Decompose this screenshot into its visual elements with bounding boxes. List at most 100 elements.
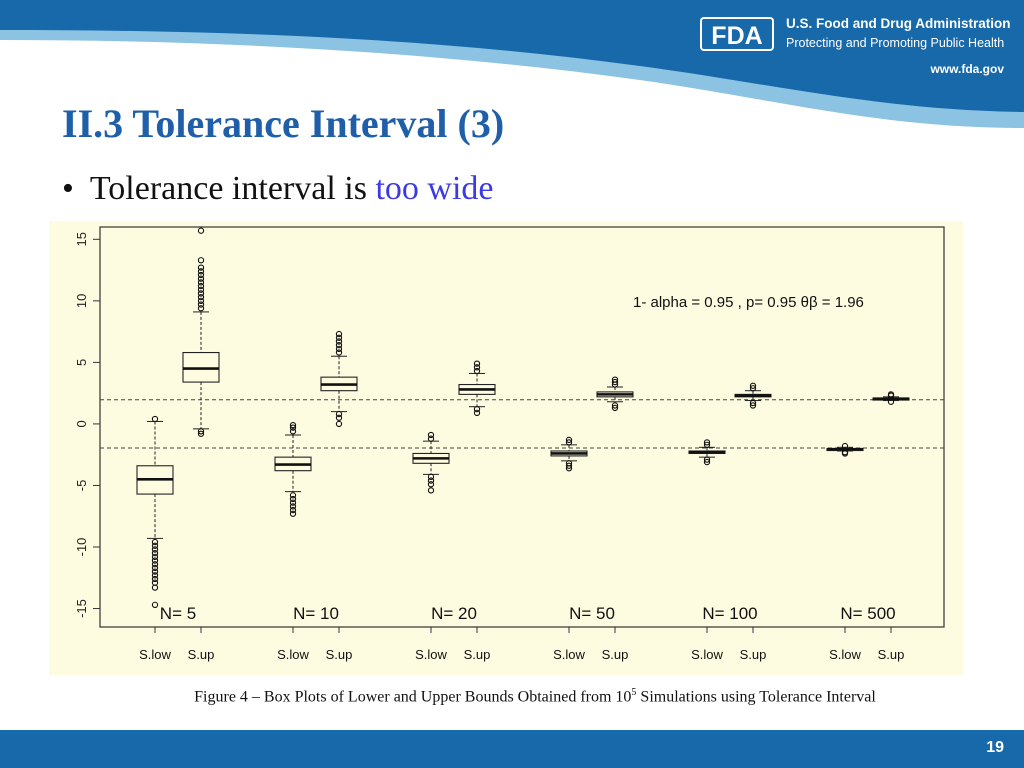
x-tick-label: S.low: [553, 647, 585, 662]
fda-branding: FDA U.S. Food and Drug Administration Pr…: [700, 10, 1020, 90]
outlier-point: [427, 435, 435, 442]
org-name: U.S. Food and Drug Administration: [786, 16, 1011, 31]
outlier-point: [473, 367, 481, 375]
outlier-point: [197, 264, 205, 271]
outlier-point: [151, 601, 159, 608]
outlier-point: [749, 402, 757, 409]
outlier-point: [703, 458, 711, 466]
outlier-point: [841, 450, 849, 457]
outlier-point: [197, 282, 205, 290]
outlier-point: [427, 487, 435, 494]
outlier-point: [289, 492, 297, 499]
page-title: II.3 Tolerance Interval (3): [62, 101, 505, 146]
outlier-point: [289, 495, 297, 503]
outlier-point: [289, 428, 297, 435]
outlier-point: [151, 542, 159, 549]
y-tick-label: 0: [74, 420, 89, 427]
outlier-point: [703, 439, 711, 446]
chart-annotation: 1- alpha = 0.95 , p= 0.95 θβ = 1.96: [633, 294, 864, 311]
outlier-point: [151, 550, 159, 557]
outlier-point: [289, 499, 297, 506]
group-label: N= 100: [702, 604, 757, 623]
x-tick-label: S.low: [277, 647, 309, 662]
outlier-point: [151, 561, 159, 568]
group-label: N= 5: [160, 604, 196, 623]
outlier-point: [749, 385, 757, 392]
outlier-point: [473, 406, 481, 413]
outlier-point: [197, 428, 205, 435]
group-label: N= 500: [840, 604, 895, 623]
outlier-point: [197, 271, 205, 279]
y-tick-label: -10: [74, 538, 89, 557]
outlier-point: [565, 436, 573, 444]
outlier-point: [151, 572, 159, 579]
outlier-point: [427, 431, 435, 439]
outlier-point: [611, 376, 619, 383]
outlier-point: [197, 268, 205, 275]
y-tick-label: 5: [74, 359, 89, 366]
outlier-point: [335, 420, 343, 428]
outlier-point: [473, 360, 481, 367]
x-tick-label: S.up: [326, 647, 353, 662]
x-tick-label: S.up: [602, 647, 629, 662]
outlier-point: [151, 568, 159, 575]
fda-logo-icon: FDA: [700, 17, 774, 51]
outlier-point: [289, 503, 297, 510]
outlier-point: [335, 334, 343, 341]
x-tick-label: S.up: [878, 647, 905, 662]
outlier-point: [197, 430, 205, 437]
outlier-point: [197, 290, 205, 297]
outlier-point: [611, 404, 619, 412]
boxplot-chart: -15 -10 -5 0 5 10 15 1- alpha = 0.95 , p= 0.95 …: [49, 221, 963, 675]
outlier-point: [565, 465, 573, 472]
outlier-point: [427, 477, 435, 484]
fda-logo-text: FDA: [711, 22, 762, 50]
org-url-link[interactable]: www.fda.gov: [930, 62, 1004, 76]
x-tick-label: S.up: [464, 647, 491, 662]
figure-caption: Figure 4 – Box Plots of Lower and Upper …: [0, 687, 1024, 706]
footer-bar: 19: [0, 730, 1024, 768]
outlier-point: [887, 398, 895, 405]
outlier-point: [335, 338, 343, 345]
outlier-point: [335, 330, 343, 338]
outlier-point: [197, 227, 205, 234]
x-tick-label: S.low: [691, 647, 723, 662]
outlier-point: [197, 257, 205, 264]
y-tick-label: -15: [74, 599, 89, 618]
page-number: 19: [986, 739, 1004, 756]
outlier-point: [335, 410, 343, 418]
outlier-point: [197, 275, 205, 282]
outlier-point: [749, 399, 757, 407]
outlier-point: [335, 349, 343, 356]
outlier-point: [197, 301, 205, 308]
outlier-point: [151, 553, 159, 560]
outlier-point: [703, 441, 711, 448]
outlier-point: [335, 342, 343, 349]
outlier-point: [611, 378, 619, 386]
x-tick-label: S.low: [415, 647, 447, 662]
outlier-point: [151, 564, 159, 572]
x-tick-label: S.up: [188, 647, 215, 662]
outlier-point: [611, 402, 619, 409]
header-banner: FDA U.S. Food and Drug Administration Pr…: [0, 0, 1024, 140]
outlier-point: [703, 456, 711, 463]
caption-superscript: 5: [631, 687, 637, 698]
group-label: N= 10: [293, 604, 339, 623]
outlier-point: [335, 345, 343, 352]
outlier-point: [151, 538, 159, 546]
x-tick-label: S.low: [139, 647, 171, 662]
group-label: N= 20: [431, 604, 477, 623]
y-tick-label: -5: [74, 480, 89, 492]
outlier-point: [289, 506, 297, 514]
org-tagline: Protecting and Promoting Public Health: [786, 36, 1005, 50]
outlier-point: [289, 422, 297, 429]
outlier-point: [151, 546, 159, 553]
caption-suffix: Simulations using Tolerance Interval: [636, 688, 876, 706]
plot-frame: [99, 226, 945, 628]
outlier-point: [427, 481, 435, 488]
outlier-point: [151, 575, 159, 583]
outlier-point: [289, 424, 297, 431]
group-label: N= 50: [569, 604, 615, 623]
outlier-point: [473, 364, 481, 371]
outlier-point: [197, 294, 205, 301]
